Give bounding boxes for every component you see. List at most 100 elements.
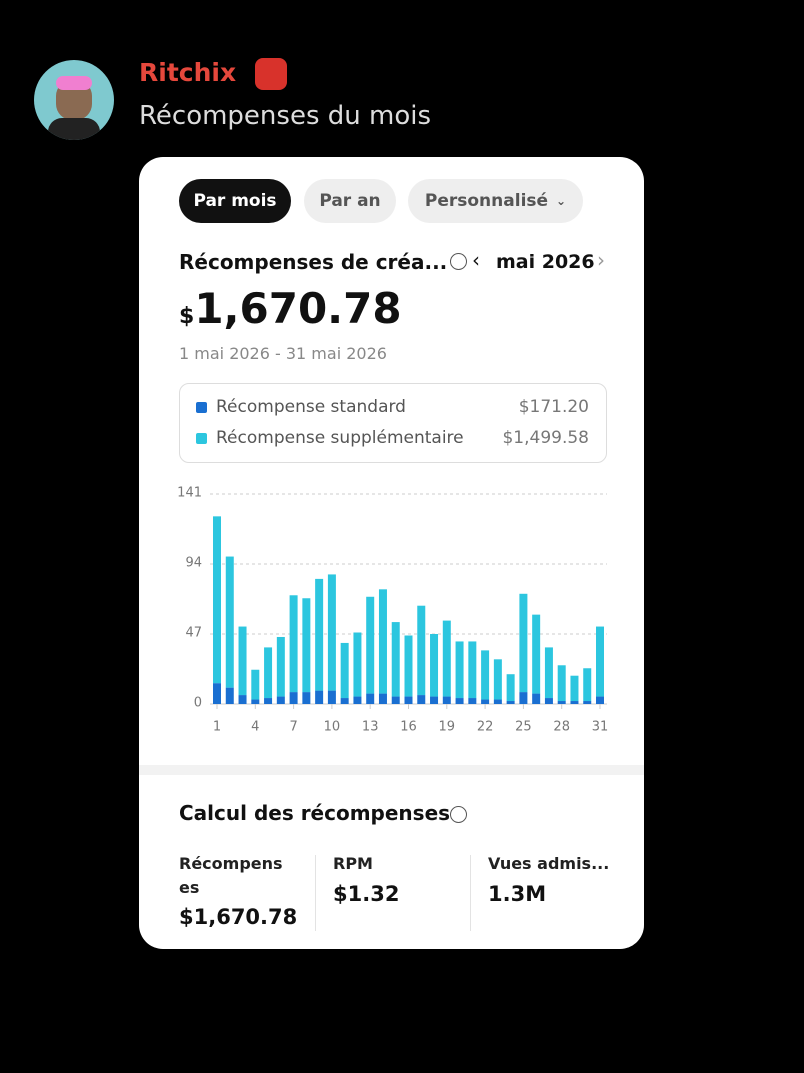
section-title: Récompenses de créa... (179, 250, 448, 274)
x-tick-label: 10 (324, 720, 341, 735)
badge (255, 58, 287, 90)
x-tick-label: 13 (362, 720, 379, 735)
x-tick-label: 31 (592, 720, 609, 735)
bar-segment (315, 690, 324, 704)
calc-value: 1.3M (488, 882, 547, 906)
bar-segment (366, 693, 375, 704)
bar-segment (251, 699, 260, 704)
bar-segment (391, 622, 400, 697)
bar-segment (327, 690, 336, 704)
bar-segment (493, 659, 502, 700)
bar-segment (276, 696, 285, 704)
bar-segment (570, 701, 579, 704)
bar-segment (532, 693, 541, 704)
bar-segment (378, 693, 387, 704)
bar-segment (391, 696, 400, 704)
x-tick-label: 4 (251, 720, 259, 735)
bar-segment (557, 701, 566, 704)
bar-segment (442, 620, 451, 697)
bar-segment (493, 699, 502, 704)
next-button[interactable]: › (597, 248, 605, 272)
calc-title: Calcul des récompenses (179, 801, 451, 825)
bar-segment (417, 695, 426, 704)
bar-segment (264, 698, 273, 704)
tab[interactable]: Par mois (179, 179, 291, 223)
legend-total: $1,499.58 (502, 428, 589, 448)
card (139, 157, 644, 949)
legend-label: Récompense supplémentaire (216, 428, 464, 448)
bar-segment (315, 578, 324, 691)
prev-button[interactable]: ‹ (472, 248, 480, 272)
bar-segment (378, 589, 387, 694)
bar-segment (353, 696, 362, 704)
bar-segment (340, 698, 349, 704)
legend-swatch (196, 433, 207, 444)
x-tick-label: 22 (477, 720, 494, 735)
currency: $ (179, 304, 195, 329)
amount: $1,670.78 (179, 284, 402, 333)
bar-segment (442, 696, 451, 704)
info-icon[interactable] (450, 253, 467, 270)
x-tick-label: 1 (213, 720, 221, 735)
bar-segment (417, 605, 426, 696)
calc-label: Vues admis... (488, 854, 610, 873)
bar-segment (302, 598, 311, 693)
username[interactable]: Ritchix (139, 58, 237, 87)
bar-segment (506, 674, 515, 702)
bar-segment (455, 641, 464, 699)
y-tick-label: 47 (185, 626, 202, 641)
legend (179, 383, 607, 463)
bar-segment (557, 665, 566, 702)
bar-segment (366, 596, 375, 694)
bar-segment (404, 635, 413, 697)
bar-segment (340, 642, 349, 699)
bar-segment (353, 632, 362, 697)
period: mai 2026 (496, 251, 595, 273)
bar-segment (596, 626, 604, 697)
bar-segment (468, 698, 477, 704)
bar-segment (225, 556, 234, 688)
bar-segment (225, 687, 234, 704)
avatar[interactable] (34, 60, 114, 140)
bar-segment (404, 696, 413, 704)
bar-segment (596, 696, 604, 704)
y-tick-label: 0 (194, 696, 202, 711)
tab[interactable]: Par an (304, 179, 396, 223)
calc-label: Récompenses (179, 854, 283, 897)
separator (139, 765, 644, 775)
bar-segment (519, 692, 528, 704)
bar-segment (213, 683, 221, 704)
bar-segment (506, 701, 515, 704)
bar-segment (251, 669, 260, 700)
bar-segment (583, 701, 592, 704)
date-range: 1 mai 2026 - 31 mai 2026 (179, 344, 387, 363)
calc-value: $1.32 (333, 882, 400, 906)
calc-value: $1,670.78 (179, 905, 298, 929)
x-tick-label: 19 (439, 720, 456, 735)
message-text: Récompenses du mois (139, 101, 432, 131)
bar-segment (289, 692, 298, 704)
bar-segment (570, 675, 579, 702)
info-icon[interactable] (450, 806, 467, 823)
bar-segment (430, 634, 439, 697)
bar-segment (455, 698, 464, 704)
column-divider (315, 855, 316, 931)
bar-segment (519, 593, 528, 693)
bar-segment (544, 698, 553, 704)
y-tick-label: 94 (185, 556, 202, 571)
x-tick-label: 16 (400, 720, 417, 735)
y-tick-label: 141 (177, 486, 202, 501)
x-tick-label: 25 (515, 720, 532, 735)
chevron: ⌄ (556, 194, 567, 208)
bar-segment (276, 636, 285, 697)
tab[interactable]: Personnalisé ⌄ (408, 179, 583, 223)
bar-segment (264, 647, 273, 699)
bar-segment (289, 595, 298, 693)
legend-total: $171.20 (518, 397, 589, 417)
bar-segment (430, 696, 439, 704)
bar-segment (481, 699, 490, 704)
column-divider (470, 855, 471, 931)
bar-segment (544, 647, 553, 699)
